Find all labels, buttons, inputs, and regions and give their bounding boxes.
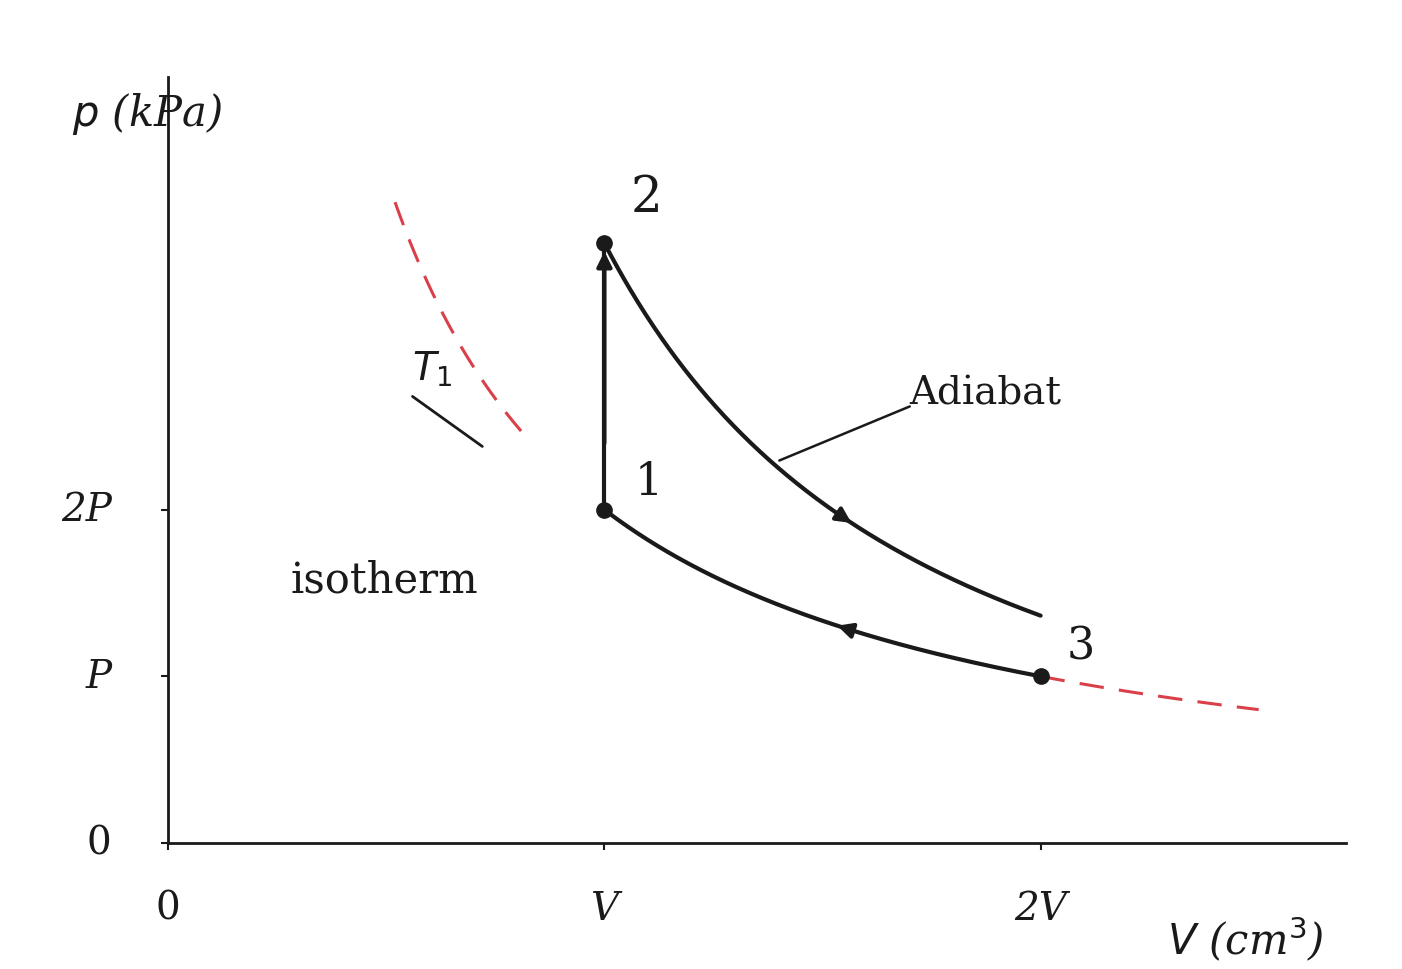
- Text: $p$ (kPa): $p$ (kPa): [73, 91, 223, 137]
- Text: isotherm: isotherm: [290, 559, 478, 601]
- Text: 0: 0: [156, 890, 181, 926]
- Text: 3: 3: [1067, 625, 1095, 669]
- Text: 2P: 2P: [60, 491, 112, 529]
- Text: $T_1$: $T_1$: [412, 349, 453, 389]
- Text: P: P: [86, 658, 112, 695]
- Text: 1: 1: [635, 460, 663, 504]
- Text: 0: 0: [87, 825, 112, 861]
- Text: Adiabat: Adiabat: [910, 375, 1061, 412]
- Text: 2V: 2V: [1014, 890, 1067, 926]
- Text: V: V: [590, 890, 618, 926]
- Text: $V$ (cm$^3$): $V$ (cm$^3$): [1166, 913, 1323, 962]
- Text: 2: 2: [631, 172, 662, 222]
